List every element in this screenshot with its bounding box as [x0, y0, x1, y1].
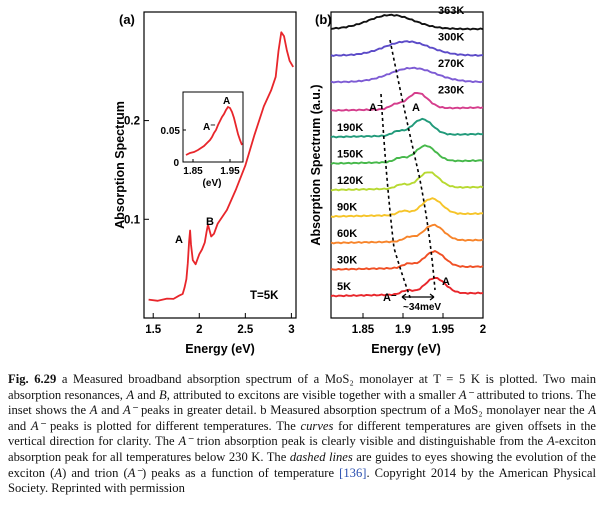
exciton-guide-line	[389, 39, 436, 291]
panel-a-y-ticks: 0.1 0.2	[124, 116, 149, 226]
panel-a-label: (a)	[119, 12, 135, 27]
panel-b-label-5K: 5K	[337, 281, 351, 293]
inset-xtick-1: 1.85	[183, 166, 203, 177]
panel-b-xtick-label: 1.95	[432, 324, 455, 336]
panel-b-ylabel: Absorption Spectrum (a.u.)	[309, 84, 323, 245]
panel-b-label-190K: 190K	[337, 122, 363, 134]
panel-b-xlabel: Energy (eV)	[371, 342, 440, 356]
panel-b-Aminus-bottom: A⁻	[383, 292, 397, 304]
panel-b-label-150K: 150K	[337, 149, 363, 161]
panel-b-xtick-label: 1.9	[395, 324, 411, 336]
panel-b-label-230K: 230K	[438, 85, 464, 97]
panel-b-xtick-label: 2	[480, 324, 486, 336]
panel-a-xtick-label: 2.5	[237, 324, 254, 336]
caption-fragment: a Measured broadband absorption spectrum…	[8, 372, 597, 402]
panel-b-curve-363K	[330, 13, 484, 31]
panel-b-label-120K: 120K	[337, 175, 363, 187]
inset-label-A: A	[223, 96, 230, 107]
caption-fragment: A⁻	[127, 465, 143, 480]
panel-b-label-60K: 60K	[337, 228, 357, 240]
figure: (a) Absorption Spectrum Energy (eV) 1.5 2…	[113, 5, 486, 356]
caption-body: a Measured broadband absorption spectrum…	[8, 372, 596, 495]
panel-b-label-270K: 270K	[438, 58, 464, 70]
panel-a-xlabel: Energy (eV)	[185, 342, 254, 356]
panel-a-temperature: T=5K	[250, 290, 279, 302]
panel-a-ylabel: Absorption Spectrum	[113, 101, 127, 229]
caption-fragment: are guides to eyes showing the evolution…	[8, 449, 596, 480]
panel-a-spectrum-line	[148, 31, 294, 302]
panel-b-curve-150K	[330, 144, 484, 165]
caption-fragment: -exciton absorption peak for all tempera…	[8, 434, 597, 464]
panel-a-xtick-label: 3	[288, 324, 294, 336]
panel-b-curve-300K	[330, 40, 484, 57]
panel-b-curve-90K	[330, 197, 483, 218]
inset-xlabel: (eV)	[203, 178, 222, 189]
panel-b-curve-30K	[330, 250, 484, 271]
panel-b-label: (b)	[315, 12, 332, 27]
caption-fragment: A	[126, 387, 135, 402]
inset-label-Aminus: A⁻	[203, 122, 216, 133]
caption-fragment: B	[158, 387, 167, 402]
caption-fragment: curves	[300, 418, 334, 433]
caption-fragment: and	[97, 403, 123, 418]
inset-curve	[185, 105, 243, 156]
panel-b-xtick-label: 1.85	[352, 324, 375, 336]
caption-fragment: trion absorption peak is clearly visible…	[192, 434, 548, 449]
panel-b-curve-270K	[330, 66, 484, 84]
panel-a-x-ticks: 1.5 2 2.5 3	[145, 313, 295, 336]
inset-axes	[182, 91, 244, 163]
panel-b-Aminus-top: A⁻	[369, 102, 383, 114]
caption-fragment: A⁻	[458, 387, 474, 402]
panel-b-A-bottom: A	[442, 276, 450, 288]
panel-b-curve-230K	[330, 92, 484, 112]
caption-fragment: ) peaks as a function of temperature	[142, 465, 340, 480]
splitting-arrow	[401, 293, 435, 301]
trion-guide-line	[380, 93, 412, 301]
caption-fragment: A	[89, 403, 98, 418]
caption-fragment: ) and trion (	[62, 465, 128, 480]
caption-fragment: for different temperatures are given off…	[8, 418, 596, 449]
panel-b-x-ticks: 1.85 1.9 1.95 2	[352, 313, 486, 336]
caption-fragment: A	[547, 434, 555, 449]
panel-b-curve-60K	[330, 223, 484, 245]
panel-b-curve-120K	[330, 171, 484, 192]
panel-b-curve-5K	[330, 276, 484, 298]
caption-fragment: . Copyright 2014 by the American Physica…	[8, 465, 596, 496]
caption-fragment: , attributed to excitons are visible tog…	[166, 387, 459, 402]
panel-a-xtick-label: 1.5	[145, 324, 162, 336]
caption-fragment: peaks is plotted for different temperatu…	[45, 418, 301, 433]
caption-fragment: A⁻	[30, 418, 46, 433]
panel-b-label-90K: 90K	[337, 202, 357, 214]
panel-b-label-30K: 30K	[337, 255, 357, 267]
panel-a-axes	[143, 11, 297, 319]
panel-a-xtick-label: 2	[196, 324, 202, 336]
caption-fragment: dashed lines	[289, 449, 353, 464]
caption-lead: Fig. 6.29	[8, 372, 57, 386]
panel-a-peak-B: B	[206, 216, 214, 228]
caption-fragment: attributed to trions. The inset shows th…	[8, 387, 597, 418]
caption-fragment: peaks in greater detail. b Measured abso…	[137, 403, 589, 418]
panel-b-A-top: A	[412, 102, 420, 114]
caption-fragment: A⁻	[122, 403, 138, 418]
panel-a-ytick-label: 0.2	[124, 116, 140, 128]
caption-fragment: A⁻	[178, 434, 193, 449]
panel-b-curve-190K	[330, 117, 483, 139]
inset-xtick-2: 1.95	[220, 166, 240, 177]
panel-b-axes	[330, 11, 484, 319]
panel-b-temperature-labels: 5K 30K 60K 90K 120K 150K 190K 230K 270K 300K 363K	[337, 5, 464, 293]
figure-caption: Fig. 6.29 a Measured broadband absorptio…	[8, 372, 596, 497]
panel-b-label-363K: 363K	[438, 5, 464, 17]
caption-fragment: A	[588, 403, 597, 418]
panel-a-curve-group	[148, 31, 294, 302]
panel-b-splitting: ~34meV	[403, 302, 441, 313]
panel-a-peak-A: A	[175, 234, 183, 246]
caption-fragment: and	[8, 418, 31, 433]
caption-fragment: and	[134, 387, 159, 402]
panel-b-label-300K: 300K	[438, 32, 464, 44]
caption-fragment: A	[54, 465, 63, 480]
caption-fragment[interactable]: [136]	[339, 465, 367, 480]
inset-ytick-zero: 0	[173, 158, 179, 169]
panel-a-ytick-label: 0.1	[124, 214, 141, 226]
inset-ytick-label: 0.05	[161, 126, 181, 137]
